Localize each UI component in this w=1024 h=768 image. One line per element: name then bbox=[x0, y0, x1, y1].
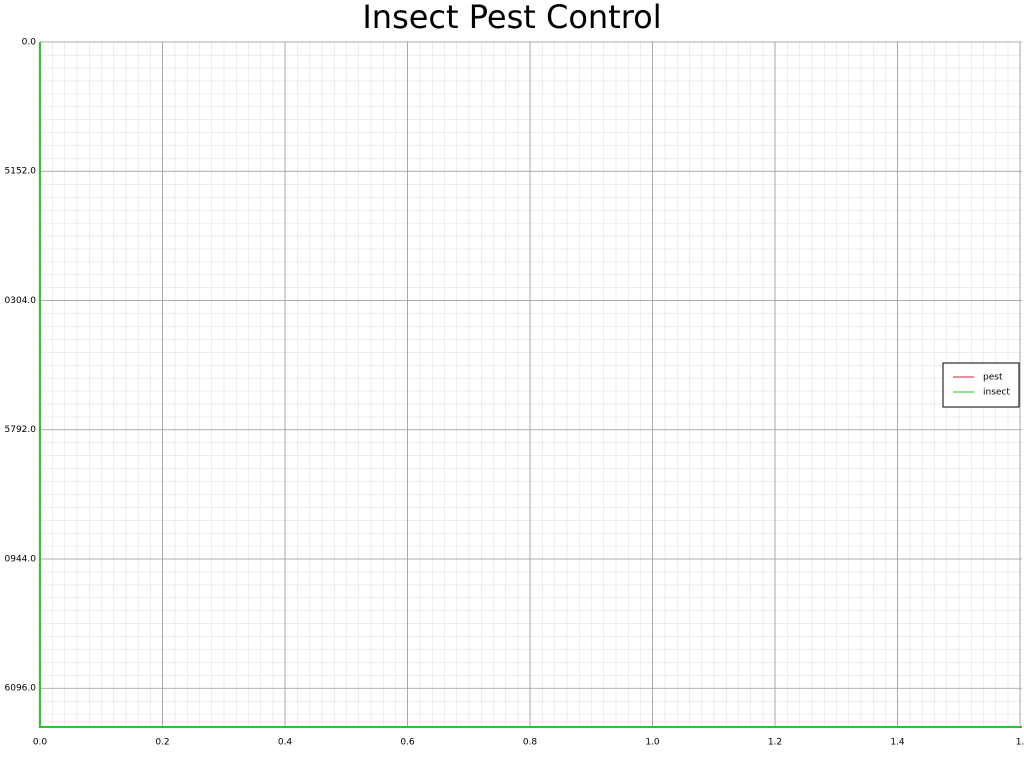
x-tick-label: 0.0 bbox=[33, 738, 48, 748]
x-tick-label: 1.4 bbox=[890, 738, 905, 748]
y-tick-label: 0944.0 bbox=[5, 554, 37, 564]
legend: pest insect bbox=[942, 362, 1020, 408]
y-tick-label: 0.0 bbox=[22, 38, 37, 48]
y-tick-label: 0304.0 bbox=[5, 296, 37, 306]
x-tick-label: 1.0 bbox=[645, 738, 660, 748]
x-tick-label: 1.2 bbox=[768, 738, 782, 748]
legend-box bbox=[942, 362, 1020, 408]
x-tick-label: 0.8 bbox=[523, 738, 538, 748]
legend-label: pest bbox=[983, 373, 1003, 383]
minor-grid bbox=[40, 42, 1022, 727]
x-tick-label: 0.4 bbox=[278, 738, 293, 748]
x-tick-label: 0.6 bbox=[400, 738, 415, 748]
series-line bbox=[39, 42, 1020, 728]
chart-title: Insect Pest Control bbox=[362, 0, 661, 36]
y-tick-label: 5792.0 bbox=[5, 425, 37, 435]
y-tick-label: 5152.0 bbox=[5, 167, 37, 177]
y-tick-label: 6096.0 bbox=[5, 684, 37, 694]
x-tick-label: 0.2 bbox=[155, 738, 169, 748]
legend-label: insect bbox=[983, 388, 1010, 398]
x-tick-label: 1. bbox=[1016, 738, 1024, 748]
